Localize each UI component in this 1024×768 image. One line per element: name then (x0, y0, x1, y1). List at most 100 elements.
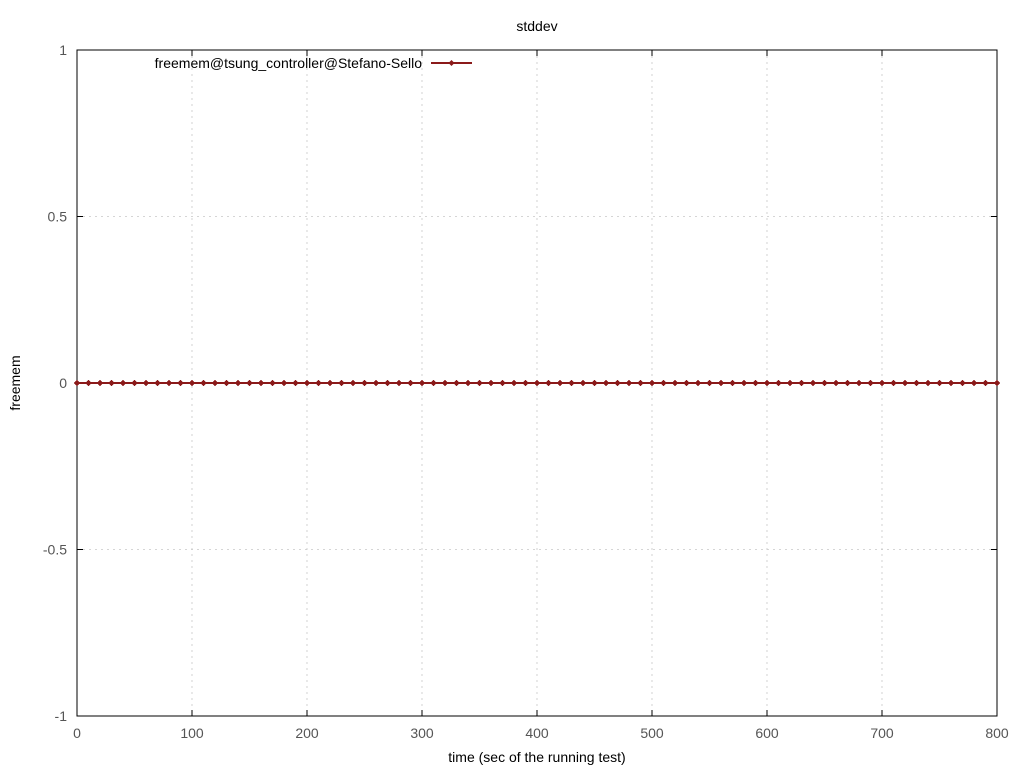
data-point (545, 379, 552, 387)
data-point (384, 379, 391, 387)
series-layer (73, 379, 1001, 387)
y-tick-label: -1 (55, 708, 68, 724)
y-tick-label: -0.5 (43, 542, 67, 558)
data-point (625, 379, 633, 387)
axis-ticks: 0 100 200 300 400 500 600 700 800 -1 -0.5 0 0.5 1 (43, 42, 1009, 741)
y-tick-label: 1 (59, 42, 67, 58)
data-point (740, 379, 748, 387)
data-point (568, 379, 575, 387)
data-point (809, 379, 817, 387)
data-point (694, 379, 702, 387)
data-point (257, 379, 265, 387)
data-point (821, 379, 828, 387)
data-point (752, 379, 759, 387)
data-point (947, 379, 955, 387)
data-point (476, 379, 483, 387)
data-point (131, 379, 138, 387)
data-point (913, 379, 920, 387)
y-axis-label: freemem (7, 355, 23, 410)
data-point (441, 379, 449, 387)
data-point (96, 379, 104, 387)
data-point (993, 379, 1001, 387)
data-point (798, 379, 805, 387)
data-point (775, 379, 782, 387)
data-point (867, 379, 874, 387)
x-tick-label: 800 (985, 725, 1009, 741)
data-point (234, 379, 242, 387)
data-point (223, 379, 230, 387)
data-point (591, 379, 598, 387)
data-point (855, 379, 863, 387)
x-tick-label: 100 (180, 725, 204, 741)
data-point (361, 379, 368, 387)
data-point (142, 379, 150, 387)
data-point (154, 379, 161, 387)
data-point (637, 379, 644, 387)
data-point (165, 379, 173, 387)
data-point (924, 379, 932, 387)
data-point (280, 379, 288, 387)
data-point (832, 379, 840, 387)
data-point (487, 379, 495, 387)
data-point (85, 379, 92, 387)
data-point (901, 379, 909, 387)
data-point (982, 379, 989, 387)
data-point (510, 379, 518, 387)
data-point (499, 379, 506, 387)
data-point (292, 379, 299, 387)
data-point (786, 379, 794, 387)
data-point (326, 379, 334, 387)
data-point (648, 379, 656, 387)
data-point (453, 379, 460, 387)
data-point (533, 379, 541, 387)
data-point (878, 379, 886, 387)
legend-marker (448, 60, 455, 66)
data-point (763, 379, 771, 387)
data-point (73, 379, 81, 387)
x-tick-label: 600 (755, 725, 779, 741)
data-point (303, 379, 311, 387)
data-point (464, 379, 472, 387)
data-point (959, 379, 966, 387)
chart-title: stddev (516, 18, 557, 34)
y-tick-label: 0 (59, 375, 67, 391)
data-point (890, 379, 897, 387)
data-point (119, 379, 127, 387)
data-point (729, 379, 736, 387)
data-point (188, 379, 196, 387)
data-point (671, 379, 679, 387)
data-point (660, 379, 667, 387)
data-point (269, 379, 276, 387)
data-point (372, 379, 380, 387)
data-point (683, 379, 690, 387)
x-tick-label: 300 (410, 725, 434, 741)
data-point (349, 379, 357, 387)
legend: freemem@tsung_controller@Stefano-Sello (155, 55, 472, 71)
data-point (614, 379, 621, 387)
data-point (246, 379, 253, 387)
data-point (177, 379, 184, 387)
data-point (108, 379, 115, 387)
data-point (395, 379, 403, 387)
data-point (579, 379, 587, 387)
data-point (844, 379, 851, 387)
data-point (338, 379, 345, 387)
data-point (315, 379, 322, 387)
y-tick-label: 0.5 (48, 209, 68, 225)
data-point (200, 379, 207, 387)
data-point (717, 379, 725, 387)
x-tick-label: 700 (870, 725, 894, 741)
x-tick-label: 400 (525, 725, 549, 741)
x-tick-label: 0 (73, 725, 81, 741)
data-point (936, 379, 943, 387)
x-tick-label: 200 (295, 725, 319, 741)
data-point (706, 379, 713, 387)
legend-label: freemem@tsung_controller@Stefano-Sello (155, 55, 423, 71)
data-point (522, 379, 529, 387)
data-point (430, 379, 437, 387)
data-point (970, 379, 978, 387)
data-point (418, 379, 426, 387)
x-tick-label: 500 (640, 725, 664, 741)
